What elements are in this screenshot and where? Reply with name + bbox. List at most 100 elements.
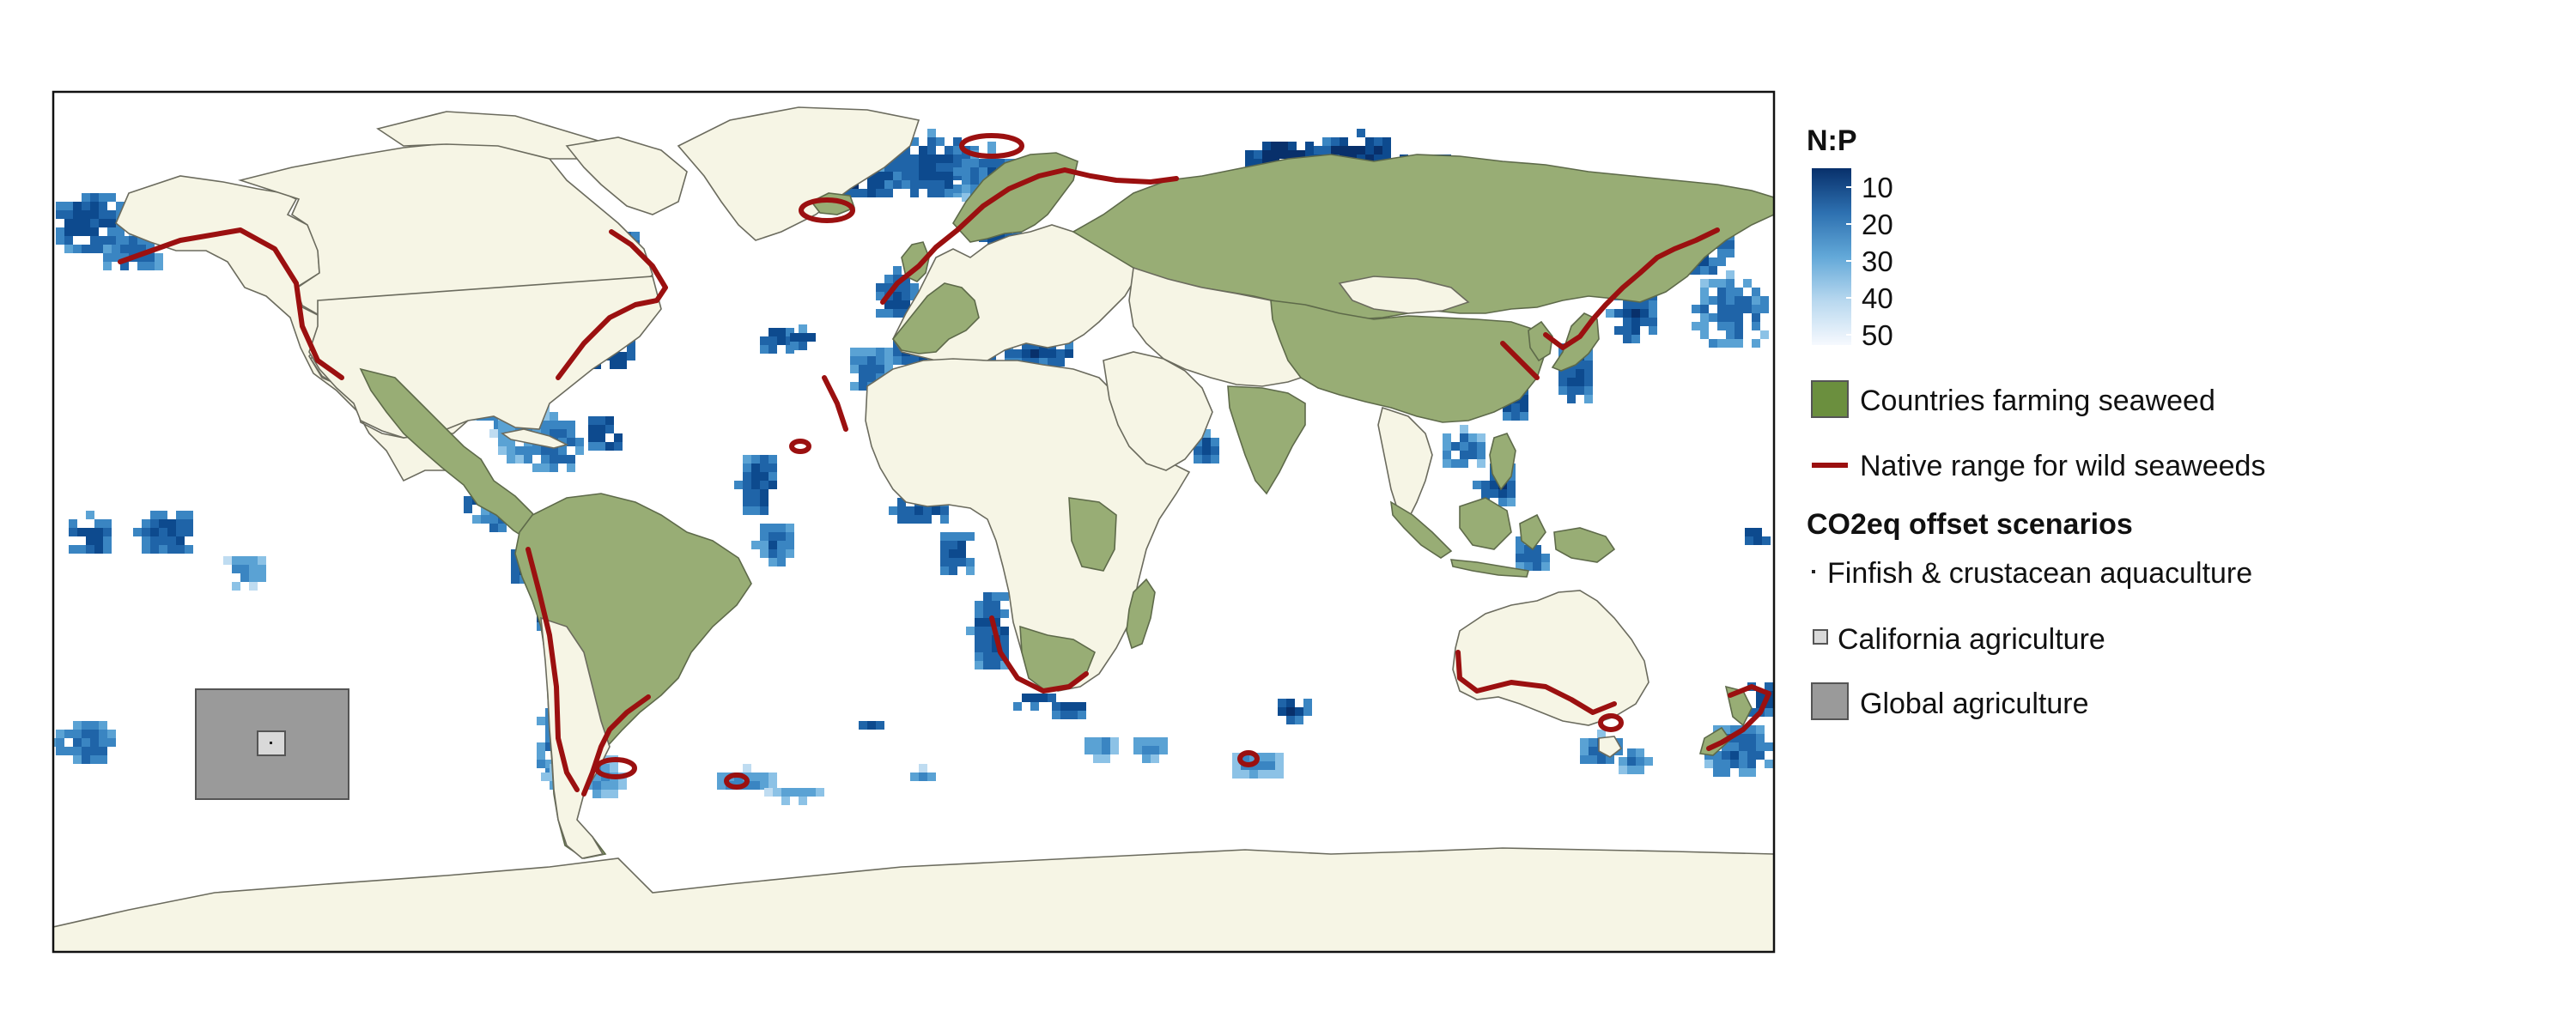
np-cell xyxy=(953,137,962,146)
land-australia xyxy=(1452,590,1649,726)
np-cell xyxy=(773,788,781,797)
np-cell xyxy=(137,262,146,270)
np-cell xyxy=(1258,761,1267,770)
land-cuba xyxy=(501,428,569,449)
native-range-atlantic-na xyxy=(556,229,668,380)
np-cell xyxy=(73,755,82,764)
np-cell xyxy=(567,421,575,429)
np-cell xyxy=(1735,339,1743,348)
np-cell xyxy=(1735,322,1743,330)
np-cell xyxy=(751,472,760,481)
native-range-africa-sw xyxy=(989,615,1089,694)
np-cell xyxy=(185,519,193,528)
np-cell xyxy=(1745,528,1753,536)
np-cell xyxy=(1000,635,1009,644)
np-cell xyxy=(90,193,99,202)
np-cell xyxy=(1110,737,1119,746)
np-cell xyxy=(1194,446,1202,455)
np-cell xyxy=(64,202,73,210)
np-cell xyxy=(99,236,107,245)
np-cell xyxy=(760,345,769,354)
np-cell xyxy=(1520,395,1528,403)
np-cell xyxy=(86,545,94,554)
np-cell xyxy=(1747,725,1756,734)
np-cell xyxy=(120,236,129,245)
np-cell xyxy=(94,536,103,545)
np-cell xyxy=(1692,322,1700,330)
np-cell xyxy=(1078,711,1086,719)
np-cell xyxy=(1584,360,1593,369)
np-cell xyxy=(1030,358,1039,367)
np-cell xyxy=(1631,300,1640,309)
np-cell xyxy=(258,556,266,565)
np-cell xyxy=(927,163,936,172)
np-cell xyxy=(743,455,751,464)
np-cell xyxy=(1722,768,1730,777)
np-cell xyxy=(927,146,936,154)
np-cell xyxy=(1640,318,1649,326)
np-cell xyxy=(1093,746,1102,754)
np-cell xyxy=(919,172,927,180)
np-cell xyxy=(884,283,893,292)
np-cell xyxy=(1743,279,1752,288)
np-cell xyxy=(558,429,567,438)
np-cell xyxy=(176,511,185,519)
np-cell xyxy=(902,356,910,365)
np-cell xyxy=(550,464,558,472)
np-cell xyxy=(464,496,472,505)
finfish-aquaculture-dot xyxy=(270,742,272,744)
np-cell xyxy=(1717,305,1726,313)
np-cell xyxy=(588,433,597,442)
np-cell xyxy=(769,336,777,345)
np-cell xyxy=(1692,305,1700,313)
np-cell xyxy=(610,764,618,772)
california-label: California agriculture xyxy=(1838,623,2105,656)
np-cell xyxy=(107,730,116,738)
land-mongolia xyxy=(1338,276,1470,314)
np-cell xyxy=(876,180,884,189)
land-java xyxy=(1449,559,1530,578)
np-cell xyxy=(975,601,983,609)
np-cell xyxy=(1498,489,1507,498)
np-cell xyxy=(176,536,185,545)
np-cell xyxy=(751,464,760,472)
np-cell xyxy=(1700,305,1709,313)
np-cell xyxy=(910,772,919,781)
np-cell xyxy=(1267,753,1275,761)
np-cell xyxy=(1133,746,1142,754)
np-cell xyxy=(150,536,159,545)
np-cell xyxy=(1743,305,1752,313)
np-cell xyxy=(537,751,545,760)
land-antarctica xyxy=(53,847,1774,952)
np-cell xyxy=(545,742,554,751)
np-cell xyxy=(1286,716,1295,724)
np-cell xyxy=(1286,707,1295,716)
np-cell xyxy=(910,180,919,189)
np-cell xyxy=(769,532,777,541)
land-iberia-france xyxy=(891,282,980,354)
np-cell xyxy=(1258,753,1267,761)
np-cell xyxy=(1636,748,1644,757)
np-cell xyxy=(1022,694,1030,702)
np-cell xyxy=(56,738,64,747)
np-cell xyxy=(1030,694,1039,702)
np-cell xyxy=(1232,753,1241,761)
np-cell xyxy=(1443,451,1451,459)
np-cell xyxy=(884,348,893,356)
np-cell xyxy=(884,189,893,197)
land-tasmania xyxy=(1598,736,1623,758)
np-cell xyxy=(1490,489,1498,498)
np-cell xyxy=(232,556,240,565)
np-cell xyxy=(1468,442,1477,451)
np-cell xyxy=(884,300,893,309)
np-cell xyxy=(146,262,155,270)
np-cell xyxy=(575,446,584,455)
np-cell xyxy=(760,336,769,345)
np-cell xyxy=(588,416,597,425)
np-cell xyxy=(940,532,949,541)
np-cell xyxy=(1102,754,1110,763)
np-cell xyxy=(970,185,979,193)
np-colorbar xyxy=(1812,168,1851,345)
np-cell xyxy=(859,356,867,365)
np-cell xyxy=(1756,734,1765,742)
